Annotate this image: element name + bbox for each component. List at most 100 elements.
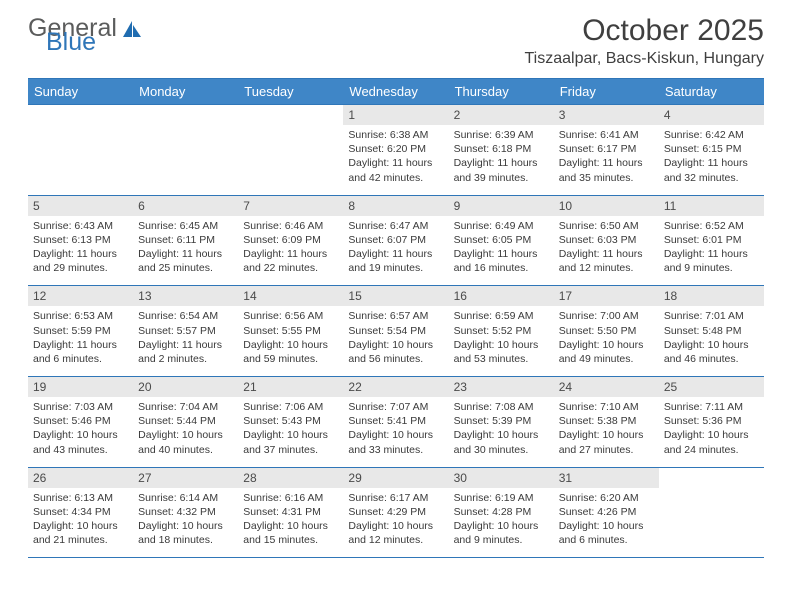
day-details: Sunrise: 6:41 AMSunset: 6:17 PMDaylight:… [554, 125, 659, 195]
day-details: Sunrise: 7:00 AMSunset: 5:50 PMDaylight:… [554, 306, 659, 376]
sunrise-text: Sunrise: 6:43 AM [33, 219, 128, 233]
sail-icon [121, 19, 143, 39]
day-details: Sunrise: 6:45 AMSunset: 6:11 PMDaylight:… [133, 216, 238, 286]
dow-sun: Sunday [28, 79, 133, 105]
sunset-text: Sunset: 5:46 PM [33, 414, 128, 428]
day-number: 16 [449, 286, 554, 307]
daylight-text: and 15 minutes. [243, 533, 338, 547]
sunset-text: Sunset: 6:05 PM [454, 233, 549, 247]
empty-cell [28, 105, 133, 126]
sunset-text: Sunset: 4:29 PM [348, 505, 443, 519]
daylight-text: Daylight: 10 hours [243, 519, 338, 533]
day-number: 22 [343, 377, 448, 398]
day-number: 29 [343, 467, 448, 488]
daylight-text: Daylight: 11 hours [454, 156, 549, 170]
daylight-text: Daylight: 10 hours [348, 428, 443, 442]
daylight-text: and 40 minutes. [138, 443, 233, 457]
daylight-text: Daylight: 11 hours [243, 247, 338, 261]
daylight-text: Daylight: 11 hours [348, 247, 443, 261]
day-number: 21 [238, 377, 343, 398]
sunrise-text: Sunrise: 6:54 AM [138, 309, 233, 323]
empty-cell [133, 105, 238, 126]
daylight-text: and 22 minutes. [243, 261, 338, 275]
daylight-text: and 12 minutes. [348, 533, 443, 547]
day-number: 5 [28, 195, 133, 216]
daylight-text: and 19 minutes. [348, 261, 443, 275]
daylight-text: Daylight: 10 hours [138, 428, 233, 442]
daylight-text: Daylight: 10 hours [348, 338, 443, 352]
daynum-row: 262728293031 [28, 467, 764, 488]
daylight-text: Daylight: 10 hours [664, 338, 759, 352]
sunrise-text: Sunrise: 6:45 AM [138, 219, 233, 233]
daylight-text: and 59 minutes. [243, 352, 338, 366]
day-details: Sunrise: 6:57 AMSunset: 5:54 PMDaylight:… [343, 306, 448, 376]
day-number: 1 [343, 105, 448, 126]
sunset-text: Sunset: 6:20 PM [348, 142, 443, 156]
day-number: 9 [449, 195, 554, 216]
day-details: Sunrise: 6:47 AMSunset: 6:07 PMDaylight:… [343, 216, 448, 286]
daylight-text: and 21 minutes. [33, 533, 128, 547]
daylight-text: and 25 minutes. [138, 261, 233, 275]
sunset-text: Sunset: 5:52 PM [454, 324, 549, 338]
day-body-row: Sunrise: 6:53 AMSunset: 5:59 PMDaylight:… [28, 306, 764, 376]
sunset-text: Sunset: 5:44 PM [138, 414, 233, 428]
day-number: 31 [554, 467, 659, 488]
day-number: 4 [659, 105, 764, 126]
dow-thu: Thursday [449, 79, 554, 105]
sunrise-text: Sunrise: 6:38 AM [348, 128, 443, 142]
day-number: 10 [554, 195, 659, 216]
daylight-text: Daylight: 11 hours [33, 338, 128, 352]
daylight-text: Daylight: 11 hours [348, 156, 443, 170]
day-details: Sunrise: 6:46 AMSunset: 6:09 PMDaylight:… [238, 216, 343, 286]
calendar-page: General Blue October 2025 Tiszaalpar, Ba… [0, 0, 792, 558]
sunset-text: Sunset: 5:41 PM [348, 414, 443, 428]
day-details: Sunrise: 6:17 AMSunset: 4:29 PMDaylight:… [343, 488, 448, 558]
daylight-text: and 37 minutes. [243, 443, 338, 457]
empty-cell [238, 105, 343, 126]
day-number: 26 [28, 467, 133, 488]
day-details: Sunrise: 7:11 AMSunset: 5:36 PMDaylight:… [659, 397, 764, 467]
sunset-text: Sunset: 5:57 PM [138, 324, 233, 338]
daylight-text: Daylight: 10 hours [454, 338, 549, 352]
daylight-text: and 9 minutes. [454, 533, 549, 547]
sunrise-text: Sunrise: 6:42 AM [664, 128, 759, 142]
daylight-text: and 39 minutes. [454, 171, 549, 185]
daynum-row: 19202122232425 [28, 377, 764, 398]
sunset-text: Sunset: 6:11 PM [138, 233, 233, 247]
day-details: Sunrise: 6:56 AMSunset: 5:55 PMDaylight:… [238, 306, 343, 376]
empty-cell [659, 488, 764, 558]
daylight-text: Daylight: 10 hours [454, 519, 549, 533]
day-details: Sunrise: 6:14 AMSunset: 4:32 PMDaylight:… [133, 488, 238, 558]
daylight-text: Daylight: 11 hours [664, 247, 759, 261]
day-details: Sunrise: 7:08 AMSunset: 5:39 PMDaylight:… [449, 397, 554, 467]
daylight-text: Daylight: 10 hours [243, 338, 338, 352]
daylight-text: Daylight: 11 hours [33, 247, 128, 261]
day-body-row: Sunrise: 6:43 AMSunset: 6:13 PMDaylight:… [28, 216, 764, 286]
day-details: Sunrise: 6:19 AMSunset: 4:28 PMDaylight:… [449, 488, 554, 558]
day-body-row: Sunrise: 7:03 AMSunset: 5:46 PMDaylight:… [28, 397, 764, 467]
sunrise-text: Sunrise: 6:41 AM [559, 128, 654, 142]
day-details: Sunrise: 7:06 AMSunset: 5:43 PMDaylight:… [238, 397, 343, 467]
daylight-text: and 29 minutes. [33, 261, 128, 275]
day-details: Sunrise: 6:50 AMSunset: 6:03 PMDaylight:… [554, 216, 659, 286]
sunset-text: Sunset: 4:28 PM [454, 505, 549, 519]
daylight-text: and 43 minutes. [33, 443, 128, 457]
daylight-text: Daylight: 11 hours [664, 156, 759, 170]
sunrise-text: Sunrise: 7:11 AM [664, 400, 759, 414]
day-number: 6 [133, 195, 238, 216]
daylight-text: Daylight: 11 hours [559, 156, 654, 170]
daylight-text: and 27 minutes. [559, 443, 654, 457]
sunset-text: Sunset: 5:39 PM [454, 414, 549, 428]
daylight-text: Daylight: 10 hours [348, 519, 443, 533]
sunrise-text: Sunrise: 6:57 AM [348, 309, 443, 323]
daylight-text: and 6 minutes. [33, 352, 128, 366]
daylight-text: and 16 minutes. [454, 261, 549, 275]
daylight-text: and 2 minutes. [138, 352, 233, 366]
day-number: 25 [659, 377, 764, 398]
daynum-row: 567891011 [28, 195, 764, 216]
day-number: 30 [449, 467, 554, 488]
sunset-text: Sunset: 6:15 PM [664, 142, 759, 156]
sunset-text: Sunset: 6:09 PM [243, 233, 338, 247]
daylight-text: Daylight: 10 hours [559, 428, 654, 442]
daylight-text: and 18 minutes. [138, 533, 233, 547]
